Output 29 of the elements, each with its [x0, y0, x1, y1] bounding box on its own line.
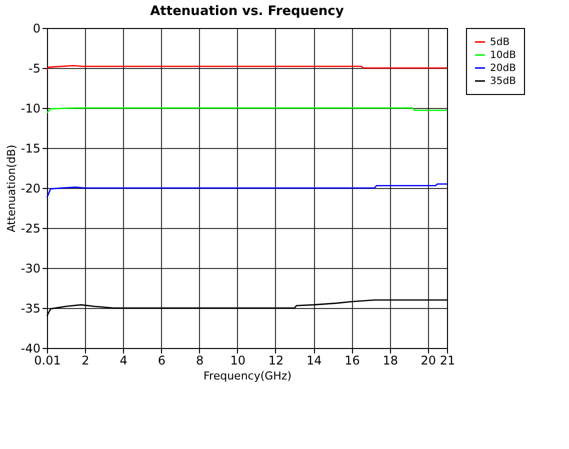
- y-tick-label: -10: [20, 102, 40, 116]
- x-tick-label: 20: [420, 354, 436, 368]
- x-axis-title: Frequency(GHz): [204, 370, 292, 382]
- y-tick-label: -30: [20, 262, 40, 276]
- chart-title: Attenuation vs. Frequency: [150, 4, 344, 19]
- x-tick-label: 8: [196, 354, 204, 368]
- legend-label: 10dB: [490, 50, 516, 61]
- legend-label: 5dB: [490, 37, 510, 48]
- y-axis-title: Attenuation(dB): [4, 144, 18, 232]
- x-tick-label: 21: [440, 354, 456, 368]
- y-tick-label: -25: [20, 222, 40, 236]
- line-series: [46, 183, 448, 198]
- legend-label: 35dB: [490, 76, 516, 87]
- x-tick-label: 14: [306, 354, 322, 368]
- x-tick-label: 6: [158, 354, 166, 368]
- y-tick-label: -20: [20, 182, 40, 196]
- x-tick-label: 16: [344, 354, 360, 368]
- x-tick-label: 18: [382, 354, 398, 368]
- x-tick-label: 2: [82, 354, 90, 368]
- x-tick-label: 10: [230, 354, 246, 368]
- x-tick-label: 0.01: [34, 354, 61, 368]
- y-tick-label: -35: [20, 302, 40, 316]
- y-tick-label: -40: [20, 342, 40, 356]
- legend-label: 20dB: [490, 63, 516, 74]
- y-tick-label: -5: [28, 62, 40, 76]
- y-tick-label: 0: [32, 22, 40, 36]
- x-tick-label: 12: [268, 354, 284, 368]
- y-tick-label: -15: [20, 142, 40, 156]
- x-tick-label: 4: [120, 354, 128, 368]
